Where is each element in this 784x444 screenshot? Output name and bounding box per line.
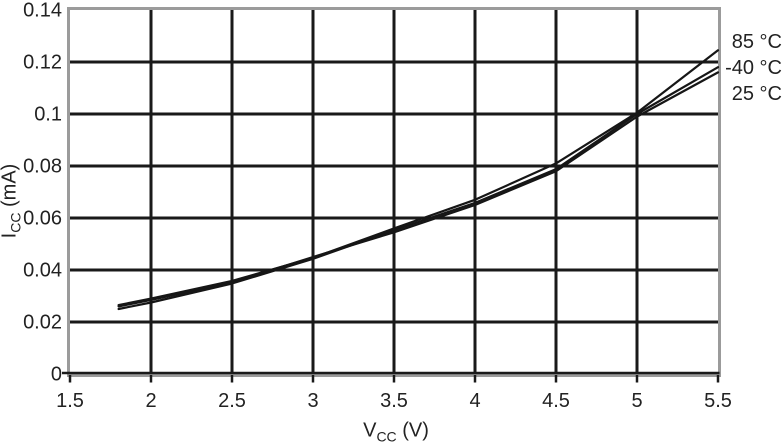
series-line--40-°c <box>117 66 720 311</box>
series-line-25-°c <box>117 71 720 308</box>
series-legend: 85 °C -40 °C 25 °C <box>725 29 782 107</box>
x-tick-label: 5 <box>631 390 642 412</box>
y-tick-label: 0.02 <box>23 312 62 334</box>
x-tick-label: 1.5 <box>56 390 84 412</box>
y-tick-label: 0.08 <box>23 156 62 178</box>
series-line-85-°c <box>117 49 720 307</box>
x-axis-title-symbol: V <box>363 419 377 442</box>
x-tick-label: 4.5 <box>542 390 570 412</box>
y-axis-title-subscript: CC <box>7 212 24 233</box>
legend-label-minus40c: -40 °C <box>725 57 782 79</box>
x-axis-title-unit: (V) <box>396 419 429 442</box>
x-axis-title: VCC (V) <box>363 419 429 444</box>
legend-label-25c: 25 °C <box>731 83 782 105</box>
y-axis-title: ICC (mA) <box>0 163 24 239</box>
x-axis-title-subscript: CC <box>376 428 397 444</box>
x-tick-label: 5.5 <box>704 390 732 412</box>
y-tick-label: 0.14 <box>23 0 62 22</box>
y-tick-label: 0.06 <box>23 208 62 230</box>
y-tick-label: 0.04 <box>23 260 62 282</box>
y-tick-label: 0 <box>51 364 62 386</box>
y-tick-label: 0.1 <box>34 104 62 126</box>
x-tick-label: 2 <box>145 390 156 412</box>
y-tick-label: 0.12 <box>23 52 62 74</box>
y-axis-title-unit: (mA) <box>0 163 21 213</box>
legend-label-85c: 85 °C <box>731 31 782 53</box>
y-axis-title-symbol: I <box>0 232 21 239</box>
x-tick-label: 2.5 <box>218 390 246 412</box>
x-tick-label: 3 <box>307 390 318 412</box>
x-tick-label: 3.5 <box>380 390 408 412</box>
x-tick-label: 4 <box>469 390 480 412</box>
